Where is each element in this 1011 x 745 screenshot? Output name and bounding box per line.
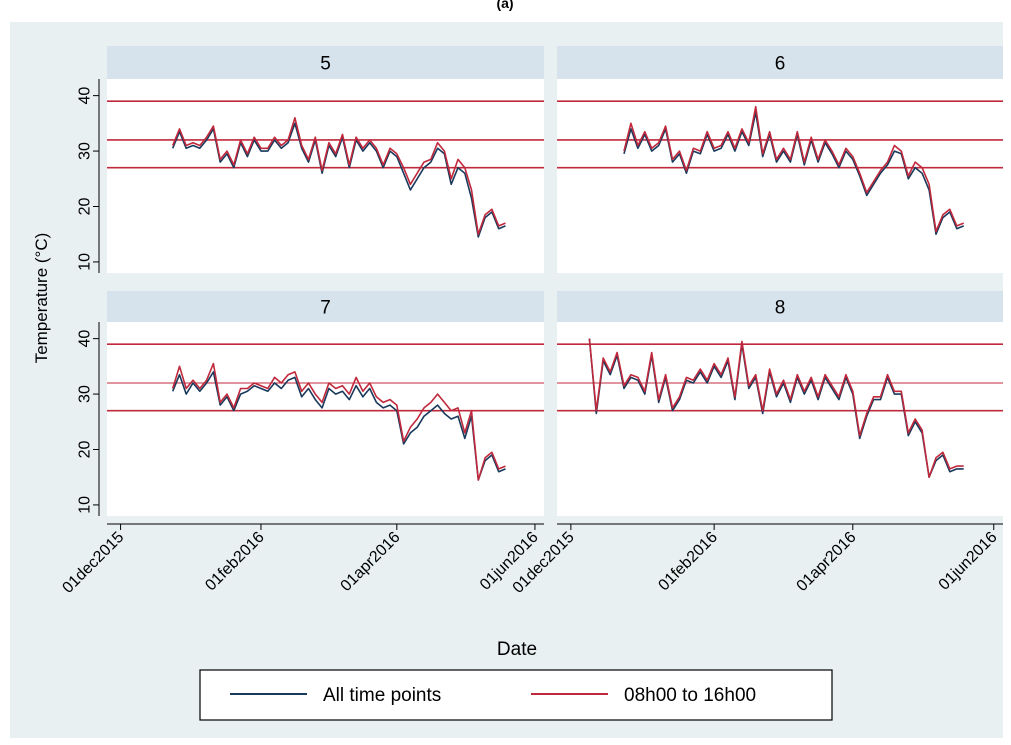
- series-line-work-hours: [171, 117, 506, 235]
- y-tick-label: 30: [77, 142, 94, 160]
- legend: All time points 08h00 to 16h00: [199, 669, 833, 721]
- series-line-work-hours: [623, 105, 965, 233]
- legend-label-work-hours: 08h00 to 16h00: [624, 685, 756, 706]
- plot-area: [557, 322, 1003, 516]
- plot-area: [107, 79, 544, 273]
- y-tick-label: 20: [77, 440, 94, 458]
- y-tick-label: 20: [77, 197, 94, 215]
- panel-6: 6: [557, 46, 1003, 273]
- panel-strip: [107, 46, 544, 79]
- panel-strip: [557, 46, 1003, 79]
- x-axis-label: Date: [497, 639, 537, 660]
- panel-5: 5 10 20 30 40: [77, 46, 544, 273]
- series-line-all-time-points: [171, 371, 506, 481]
- panel-strip: [107, 291, 544, 322]
- legend-label-all-time-points: All time points: [323, 685, 441, 706]
- panel-title: 6: [775, 54, 786, 75]
- panel-title: 5: [320, 54, 331, 75]
- series-line-work-hours: [171, 362, 506, 481]
- panel-title: 7: [320, 298, 331, 319]
- plot-area: [107, 322, 544, 516]
- panel-title: 8: [775, 298, 786, 319]
- y-tick-label: 40: [77, 330, 94, 348]
- y-tick-label: 40: [77, 87, 94, 105]
- panel-strip: [557, 291, 1003, 322]
- y-tick-label: 10: [77, 496, 94, 514]
- series-line-all-time-points: [171, 122, 506, 238]
- y-tick-label: 30: [77, 385, 94, 403]
- plot-area: [557, 79, 1003, 273]
- figure-label: (a): [496, 0, 513, 11]
- y-tick-label: 10: [77, 253, 94, 271]
- series-line-work-hours: [588, 338, 964, 479]
- y-axis-label: Temperature (°C): [32, 233, 51, 364]
